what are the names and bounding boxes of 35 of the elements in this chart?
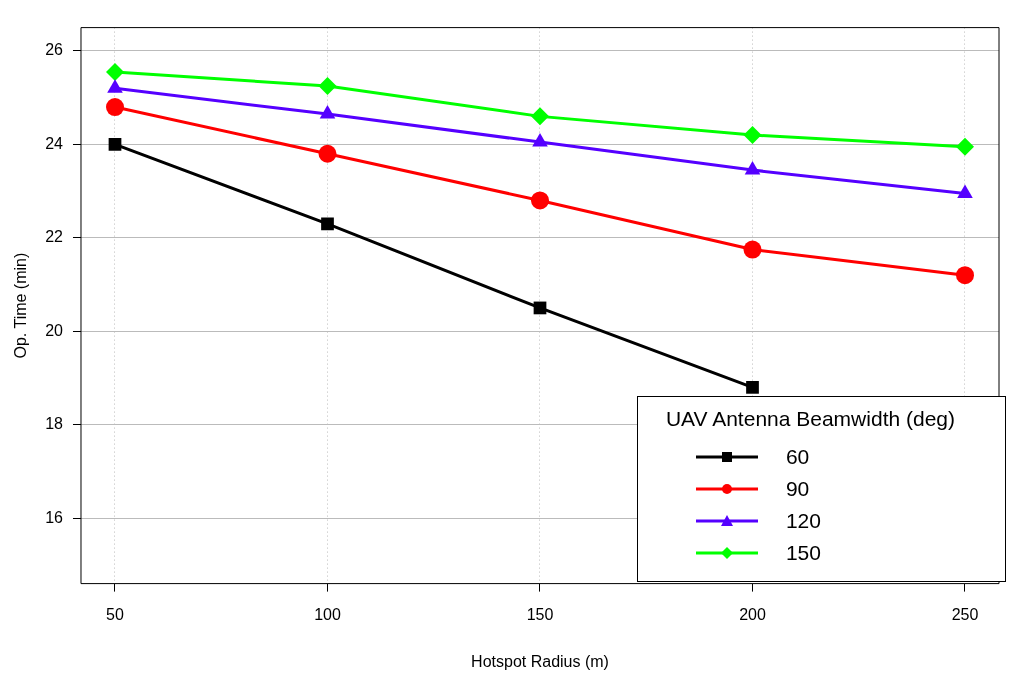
legend-label: 150 <box>785 541 821 565</box>
legend-label: 90 <box>785 477 810 501</box>
point <box>746 381 759 394</box>
point <box>744 161 761 175</box>
legend-label: 60 <box>785 445 810 469</box>
point <box>743 240 762 259</box>
point <box>106 62 124 81</box>
x-tick-label: 100 <box>314 605 341 623</box>
legend-title: UAV Antenna Beamwidth (deg) <box>665 407 955 431</box>
point <box>531 107 549 126</box>
x-tick-label: 150 <box>526 605 554 623</box>
point <box>318 77 337 95</box>
y-tick-label: 16 <box>45 508 64 526</box>
point <box>956 266 974 285</box>
x-tick-label: 200 <box>739 605 766 623</box>
y-tick-label: 20 <box>45 321 64 339</box>
y-axis-title: Op. Time (min) <box>12 252 30 359</box>
x-axis-title: Hotspot Radius (m) <box>471 652 609 670</box>
point <box>321 217 334 231</box>
y-tick-label: 24 <box>45 134 64 152</box>
legend-label: 120 <box>785 509 821 533</box>
point <box>956 137 974 156</box>
y-tick-label: 18 <box>45 415 64 433</box>
x-tick-label: 250 <box>951 605 979 623</box>
y-tick-label: 22 <box>45 228 64 246</box>
point <box>318 144 337 163</box>
point <box>106 98 124 117</box>
point <box>319 105 336 119</box>
point <box>532 133 548 147</box>
point <box>108 138 122 151</box>
y-tick-label: 26 <box>45 41 64 59</box>
point <box>107 79 123 93</box>
point <box>743 126 762 145</box>
point <box>531 191 549 210</box>
x-tick-label: 50 <box>106 605 124 623</box>
